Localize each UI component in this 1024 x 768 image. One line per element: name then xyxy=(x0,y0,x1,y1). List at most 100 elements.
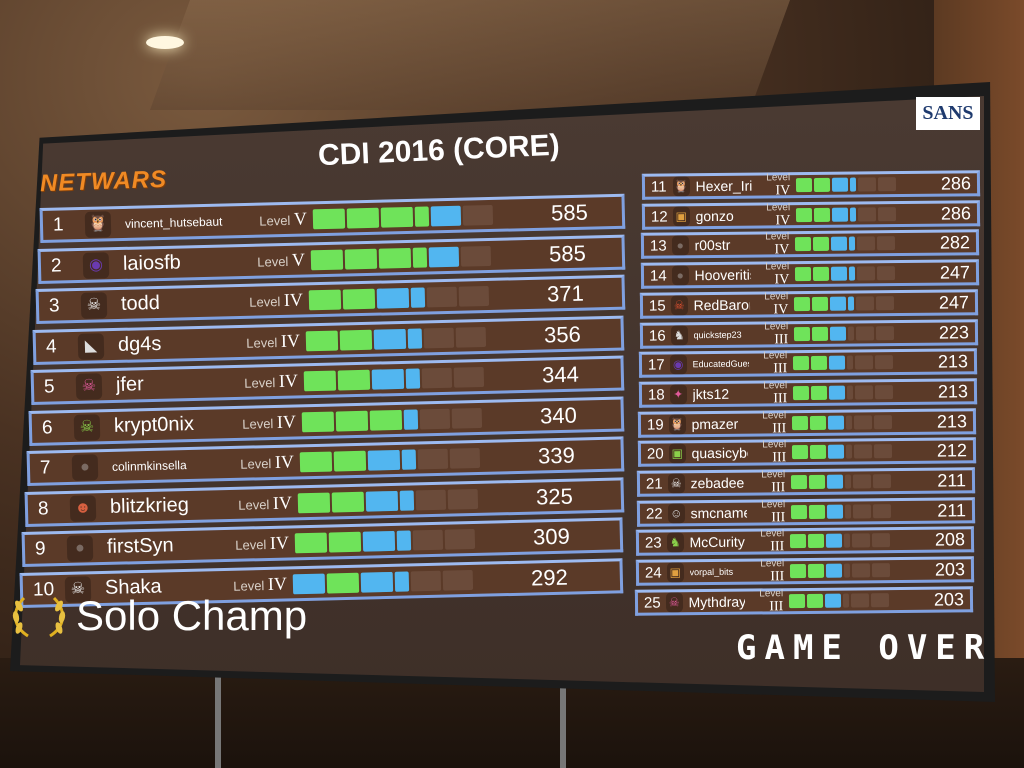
player-score: 212 xyxy=(936,440,967,461)
rank-number: 1 xyxy=(52,213,64,236)
progress-segment xyxy=(875,325,894,340)
rank-number: 18 xyxy=(647,385,665,404)
alien-icon: ✦ xyxy=(669,384,687,405)
progress-segment xyxy=(417,448,448,469)
level-label: Level xyxy=(760,498,785,510)
level-label: Level xyxy=(235,536,271,553)
leaderboard-row: 12 ▣ gonzo Level IV 286 xyxy=(641,199,980,230)
progress-segment xyxy=(811,326,828,341)
progress-bar xyxy=(795,206,896,222)
progress-segment xyxy=(810,385,827,400)
progress-segment xyxy=(811,355,828,371)
progress-segment xyxy=(412,246,427,267)
progress-segment xyxy=(813,237,830,252)
level-value: III xyxy=(772,390,787,406)
game-over-label: GAME OVER xyxy=(736,628,993,668)
robot-icon: ▣ xyxy=(666,562,684,583)
level-label: Level xyxy=(761,468,786,480)
level-value: IV xyxy=(773,301,789,317)
screen-stand xyxy=(560,668,566,768)
progress-segment xyxy=(789,564,806,579)
skull-pink-icon: ☠ xyxy=(665,592,683,613)
rank-number: 15 xyxy=(648,296,666,314)
level-value: IV xyxy=(270,532,290,553)
progress-segment xyxy=(360,570,394,592)
progress-segment xyxy=(829,355,846,370)
rank-number: 4 xyxy=(46,335,58,357)
progress-segment xyxy=(329,531,362,552)
progress-segment xyxy=(826,534,843,549)
level-label: Level xyxy=(239,455,275,472)
solo-champ-banner: Solo Champ xyxy=(10,590,307,642)
player-score: 203 xyxy=(934,558,965,580)
level-label: Level xyxy=(763,349,788,362)
progress-segment xyxy=(794,296,811,311)
player-level: Level IV xyxy=(240,289,308,312)
progress-segment xyxy=(789,593,806,608)
robot-green-icon: ▣ xyxy=(668,443,686,464)
progress-segment xyxy=(807,563,824,579)
progress-bar xyxy=(789,592,890,608)
progress-segment xyxy=(462,204,494,226)
progress-segment xyxy=(447,487,478,509)
player-name: laiosfb xyxy=(122,251,181,275)
player-name: quickstep23 xyxy=(693,329,742,340)
progress-segment xyxy=(795,207,812,222)
player-name: smcnamee xyxy=(689,504,747,521)
player-level: Level III xyxy=(746,498,790,525)
leaderboard-row: 25 ☠ Mythdrayg Level III 203 xyxy=(634,586,974,616)
progress-segment xyxy=(331,490,364,512)
player-score: 344 xyxy=(541,361,580,388)
progress-bar xyxy=(795,236,896,252)
level-label: Level xyxy=(763,320,788,332)
progress-segment xyxy=(397,529,412,551)
rank-number: 13 xyxy=(649,237,667,255)
progress-segment xyxy=(827,444,844,460)
progress-segment xyxy=(342,288,375,309)
progress-segment xyxy=(871,592,890,608)
player-score: 282 xyxy=(939,232,971,253)
progress-segment xyxy=(843,593,850,608)
player-name: jfer xyxy=(115,373,145,396)
progress-segment xyxy=(853,474,872,489)
cat-icon: ◣ xyxy=(78,332,105,359)
skull-icon: ☠ xyxy=(667,473,685,494)
skull-pink-icon: ☠ xyxy=(75,372,103,400)
player-level: Level III xyxy=(747,439,791,466)
progress-segment xyxy=(333,450,366,471)
progress-segment xyxy=(405,367,421,389)
level-label: Level xyxy=(246,334,282,351)
player-name: Hooveritis xyxy=(693,266,751,284)
progress-segment xyxy=(414,205,430,227)
player-score: 208 xyxy=(934,529,966,550)
progress-segment xyxy=(793,356,810,371)
progress-segment xyxy=(344,247,377,269)
progress-segment xyxy=(812,296,829,311)
player-level: Level III xyxy=(749,350,793,377)
player-name: EducatedGuess xyxy=(692,358,750,370)
progress-segment xyxy=(408,327,423,348)
player-level: Level III xyxy=(746,528,790,555)
progress-segment xyxy=(792,415,809,430)
progress-segment xyxy=(831,207,848,222)
progress-bar xyxy=(796,177,897,193)
progress-segment xyxy=(809,474,826,489)
progress-segment xyxy=(848,296,855,311)
progress-segment xyxy=(363,530,396,552)
progress-segment xyxy=(850,177,857,192)
leaderboard-row: 13 ● r00str Level IV 282 xyxy=(640,229,980,260)
progress-bar xyxy=(791,444,892,460)
luchador-icon: ☻ xyxy=(69,494,96,521)
progress-segment xyxy=(456,325,487,347)
player-level: Level IV xyxy=(229,492,297,515)
progress-segment xyxy=(876,295,895,311)
progress-segment xyxy=(814,177,831,192)
player-name: dg4s xyxy=(118,332,162,356)
progress-segment xyxy=(380,206,414,228)
progress-bar xyxy=(789,563,890,579)
progress-segment xyxy=(791,445,808,460)
progress-segment xyxy=(401,448,416,470)
progress-segment xyxy=(796,177,813,193)
progress-segment xyxy=(874,384,893,400)
skull-red-icon: ☠ xyxy=(670,295,688,316)
